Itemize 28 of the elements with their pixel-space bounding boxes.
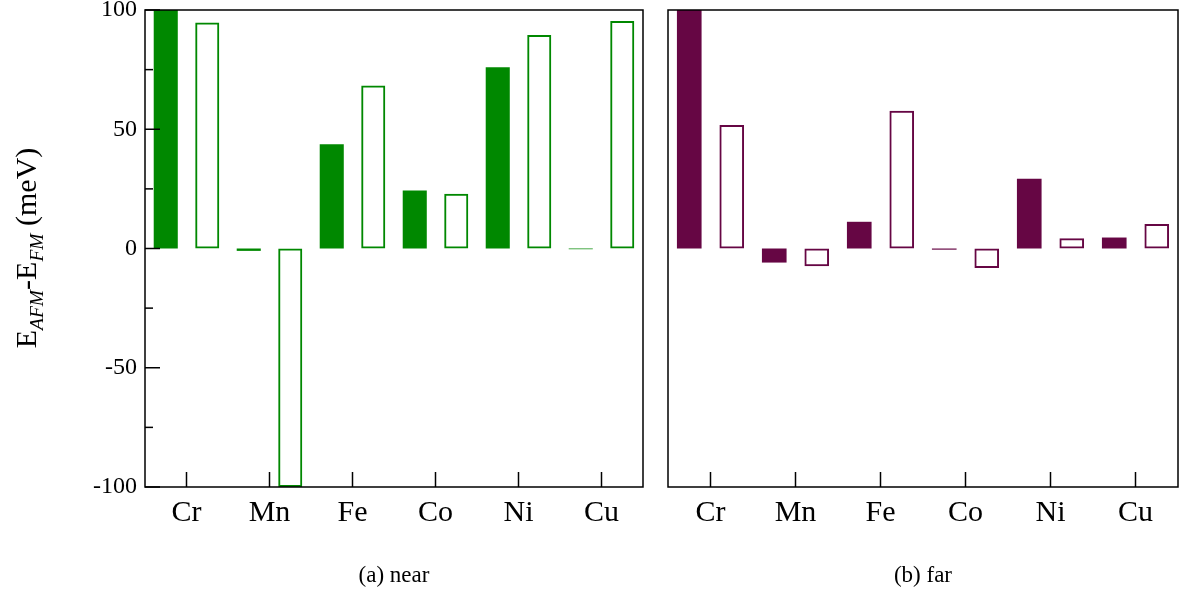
bar: [319, 144, 344, 249]
text: (a) near: [357, 562, 431, 588]
text: (b) far: [892, 562, 954, 588]
x-tick-label: Co: [417, 493, 454, 527]
bar: [485, 67, 510, 249]
bar: [846, 221, 872, 249]
x-tick-label: Cr: [695, 493, 726, 527]
x-tick-label: Cr: [171, 493, 202, 527]
x-tick-label: Fe: [337, 493, 368, 527]
x-tick-label: Fe: [865, 493, 896, 527]
x-tick-label: Cu: [1117, 493, 1154, 527]
y-tick-label: 50: [113, 114, 137, 141]
y-tick-label: 100: [101, 0, 137, 22]
x-tick-label: Co: [947, 493, 984, 527]
bar: [1101, 237, 1127, 249]
x-tick-label: Ni: [1035, 493, 1066, 527]
x-tick-label: Ni: [503, 493, 534, 527]
bar: [676, 10, 702, 249]
y-tick-label: -50: [105, 353, 137, 380]
x-tick-label: Cu: [583, 493, 620, 527]
bar: [761, 248, 787, 263]
bar: [1016, 178, 1042, 249]
bar: [153, 10, 178, 249]
y-tick-label: -100: [93, 472, 137, 499]
x-tick-label: Mn: [248, 493, 291, 527]
y-tick-label: 0: [125, 233, 137, 260]
x-tick-label: Mn: [774, 493, 817, 527]
bar: [402, 190, 427, 249]
